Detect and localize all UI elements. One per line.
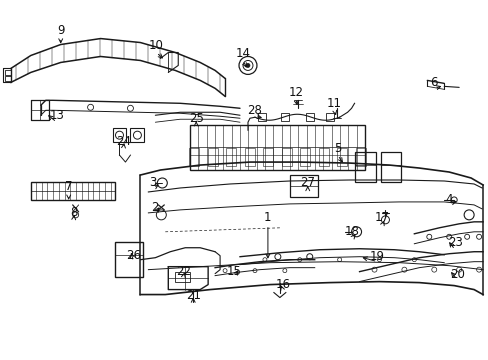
Text: 21: 21 bbox=[185, 289, 200, 302]
Bar bbox=[244, 148, 254, 166]
Bar bbox=[226, 148, 236, 166]
Bar bbox=[354, 152, 376, 182]
Bar bbox=[300, 148, 309, 166]
Bar bbox=[280, 113, 288, 121]
Text: 13: 13 bbox=[49, 109, 64, 122]
Text: 28: 28 bbox=[247, 104, 262, 117]
Text: 1: 1 bbox=[264, 211, 271, 224]
Text: 17: 17 bbox=[374, 211, 389, 224]
Text: 10: 10 bbox=[149, 39, 163, 52]
Text: 27: 27 bbox=[300, 176, 315, 189]
Bar bbox=[130, 128, 144, 142]
Text: 5: 5 bbox=[333, 141, 341, 155]
Bar bbox=[289, 175, 317, 197]
Text: 12: 12 bbox=[288, 86, 303, 99]
Text: 3: 3 bbox=[149, 176, 157, 189]
Text: 14: 14 bbox=[235, 47, 250, 60]
Bar bbox=[115, 242, 143, 276]
Bar bbox=[175, 272, 190, 282]
Bar bbox=[325, 113, 333, 121]
Bar bbox=[305, 113, 313, 121]
Text: 25: 25 bbox=[188, 112, 203, 125]
Text: 6: 6 bbox=[429, 76, 437, 89]
Bar bbox=[258, 113, 265, 121]
Text: 26: 26 bbox=[126, 249, 141, 262]
Bar bbox=[355, 148, 365, 166]
Text: 15: 15 bbox=[226, 265, 241, 278]
Text: 23: 23 bbox=[447, 236, 462, 249]
Text: 20: 20 bbox=[449, 268, 464, 281]
Bar bbox=[336, 148, 346, 166]
Text: 2: 2 bbox=[151, 201, 159, 215]
Bar bbox=[112, 128, 126, 142]
Text: 8: 8 bbox=[70, 206, 77, 219]
Text: 9: 9 bbox=[57, 24, 64, 37]
Bar bbox=[207, 148, 217, 166]
Text: 24: 24 bbox=[116, 135, 131, 148]
Text: 7: 7 bbox=[65, 180, 72, 193]
Text: 18: 18 bbox=[345, 225, 359, 238]
Bar bbox=[318, 148, 328, 166]
Bar bbox=[381, 152, 401, 182]
Bar bbox=[281, 148, 291, 166]
Bar bbox=[189, 148, 199, 166]
Bar bbox=[263, 148, 273, 166]
Text: 16: 16 bbox=[275, 278, 290, 291]
Text: 4: 4 bbox=[445, 193, 452, 206]
Text: 22: 22 bbox=[175, 265, 190, 278]
Circle shape bbox=[245, 63, 249, 67]
Text: 19: 19 bbox=[369, 250, 384, 263]
Text: 11: 11 bbox=[326, 97, 342, 110]
Bar bbox=[190, 125, 364, 170]
Bar bbox=[31, 182, 115, 200]
